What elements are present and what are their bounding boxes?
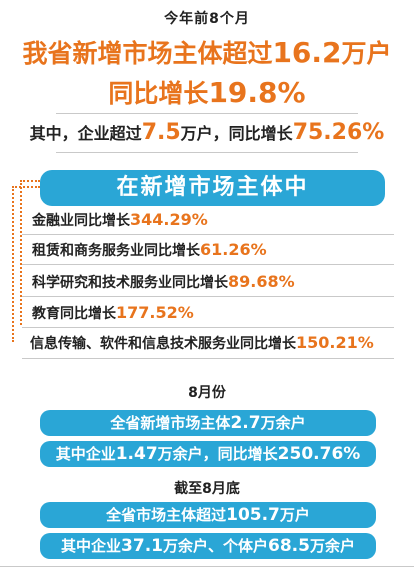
industry-item-4: 教育同比增长177.52%: [32, 303, 194, 323]
headline-total-number: 16.2: [272, 36, 342, 69]
august-banner2-prefix: 其中企业: [55, 445, 116, 463]
industry-label: 金融业同比增长: [32, 213, 130, 229]
item-divider: [22, 234, 394, 235]
industry-item-5: 信息传输、软件和信息技术服务业同比增长150.21%: [30, 333, 374, 353]
industry-label: 科学研究和技术服务业同比增长: [32, 275, 228, 291]
enterprise-mid: 万户，同比增长: [180, 124, 293, 143]
dotted-connector-h1: [12, 186, 40, 188]
end-august-banner2-number2: 68.5: [268, 536, 310, 556]
divider-top: [56, 113, 358, 114]
end-august-total-banner: 全省市场主体超过105.7万户: [40, 502, 376, 528]
end-august-banner1-prefix: 全省市场主体超过: [106, 506, 227, 524]
headline-total: 我省新增市场主体超过16.2万户: [0, 34, 414, 70]
industry-value: 150.21%: [296, 333, 374, 352]
end-august-banner1-number: 105.7: [226, 505, 280, 525]
new-entities-banner: 在新增市场主体中: [40, 170, 385, 206]
period-title: 今年前8个月: [164, 11, 250, 27]
dotted-connector-v1: [12, 186, 14, 342]
item-divider: [22, 327, 394, 328]
bottom-rule: [0, 566, 414, 567]
item-divider: [22, 296, 394, 297]
headline-growth-prefix: 同比增长: [108, 79, 209, 108]
end-august-banner1-suffix: 万户: [279, 506, 310, 524]
end-august-breakdown-banner: 其中企业37.1万余户、个体户68.5万余户: [40, 533, 376, 559]
end-august-banner2-prefix: 其中企业: [61, 537, 122, 555]
august-banner1-number: 2.7: [230, 413, 261, 433]
industry-label: 教育同比增长: [32, 306, 116, 322]
end-august-banner2-suffix: 万余户: [309, 537, 355, 555]
headline-total-prefix: 我省新增市场主体超过: [22, 39, 273, 68]
end-august-title: 截至8月底: [174, 481, 240, 497]
industry-label: 信息传输、软件和信息技术服务业同比增长: [30, 336, 296, 352]
industry-value: 89.68%: [228, 272, 295, 291]
august-banner2-number: 1.47: [115, 444, 158, 464]
august-banner1-suffix: 万余户: [260, 414, 306, 432]
end-august-banner2-mid: 万余户、个体户: [162, 537, 268, 555]
dotted-connector-h2: [20, 180, 40, 182]
enterprise-growth: 75.26%: [292, 120, 385, 145]
headline-growth-number: 19.8%: [208, 76, 306, 109]
august-banner2-mid: 万余户，同比增长: [157, 445, 278, 463]
industry-label: 租赁和商务服务业同比增长: [32, 243, 200, 259]
industry-value: 61.26%: [200, 240, 267, 259]
divider-middle: [56, 152, 358, 153]
industry-item-1: 金融业同比增长344.29%: [32, 210, 208, 230]
dotted-connector-v2: [20, 180, 22, 325]
enterprise-number: 7.5: [141, 120, 181, 145]
industry-item-2: 租赁和商务服务业同比增长61.26%: [32, 240, 267, 260]
headline-growth: 同比增长19.8%: [0, 74, 414, 110]
item-divider: [22, 264, 394, 265]
august-banner2-growth: 250.76%: [277, 444, 361, 464]
item-divider: [22, 358, 394, 359]
end-august-banner2-number: 37.1: [121, 536, 163, 556]
industry-item-3: 科学研究和技术服务业同比增长89.68%: [32, 272, 295, 292]
august-new-entities-banner: 全省新增市场主体2.7万余户: [40, 410, 376, 436]
enterprise-prefix: 其中，企业超过: [29, 124, 142, 143]
industry-value: 344.29%: [130, 210, 208, 229]
august-banner1-prefix: 全省新增市场主体: [110, 414, 231, 432]
headline-total-suffix: 万户: [341, 39, 392, 68]
enterprise-summary: 其中，企业超过7.5万户，同比增长75.26%: [0, 120, 414, 145]
august-enterprise-banner: 其中企业1.47万余户，同比增长250.76%: [40, 441, 376, 467]
august-title: 8月份: [188, 385, 226, 401]
industry-value: 177.52%: [116, 303, 194, 322]
